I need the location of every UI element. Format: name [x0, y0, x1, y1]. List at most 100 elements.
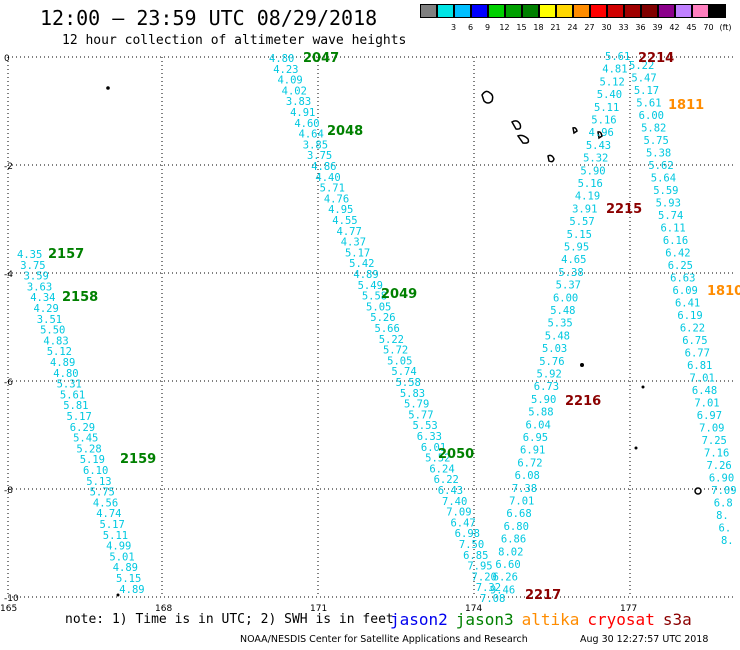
swh-value: 5.83 [400, 388, 425, 400]
swh-value: 6.10 [83, 465, 108, 477]
swh-value: 4.65 [561, 254, 586, 266]
swh-value: 6.43 [438, 485, 463, 497]
swh-value: 5.40 [597, 89, 622, 101]
swh-value: 4.96 [589, 127, 614, 139]
swh-value: 5.45 [73, 433, 98, 445]
swh-value: 5.05 [387, 355, 412, 367]
swh-value: 4.89 [119, 584, 144, 596]
lat-tick-label: 0 [4, 54, 10, 64]
pass-number-label: 2215 [606, 202, 642, 217]
swh-value: 5.79 [404, 399, 429, 411]
swh-value: 6.22 [434, 474, 459, 486]
swh-value: 6.08 [515, 470, 540, 482]
swh-value: 5.92 [537, 369, 562, 381]
swh-value: 7.08 [480, 593, 505, 605]
swh-value: 5.11 [594, 102, 619, 114]
scale-swatch [573, 4, 590, 18]
swh-value: 5.12 [600, 76, 625, 88]
swh-value: 3.83 [286, 96, 311, 108]
swh-value: 4.89 [113, 562, 138, 574]
swh-value: 3.59 [24, 271, 49, 283]
swh-value: 6.29 [70, 422, 95, 434]
swh-value: 5.74 [658, 210, 683, 222]
swh-value: 6.91 [520, 445, 545, 457]
swh-value: 6.97 [697, 410, 722, 422]
swh-value: 5.16 [591, 115, 616, 127]
pass-number-label: 1811 [668, 98, 704, 113]
satellite-s3a: s3a [662, 610, 692, 629]
swh-value: 5.35 [547, 318, 572, 330]
swh-value: 6.85 [463, 550, 488, 562]
swh-value: 5.93 [656, 198, 681, 210]
scale-label: 6 [467, 23, 474, 32]
lon-tick-label: 165 [0, 604, 17, 614]
swh-value: 5.50 [40, 325, 65, 337]
swh-value: 5.64 [651, 173, 676, 185]
scale-swatch [420, 4, 437, 18]
swh-value: 6.75 [682, 335, 707, 347]
scale-swatch [624, 4, 641, 18]
swh-value: 5.75 [90, 487, 115, 499]
swh-value: 5.17 [345, 247, 370, 259]
track-2214: 5.614.815.125.405.115.164.965.435.325.90… [490, 51, 630, 596]
scale-label: 24 [567, 23, 578, 32]
swh-value: 4.80 [53, 368, 78, 380]
scale-swatch [522, 4, 539, 18]
swh-value: 3.63 [27, 281, 52, 293]
swh-value: 7.01 [694, 398, 719, 410]
swh-value: 5.48 [545, 330, 570, 342]
satellite-legend: jason2 jason3 altika cryosat s3a [390, 610, 700, 629]
track-1811: 5.225.475.175.616.005.825.755.385.625.64… [629, 60, 737, 547]
pass-number-label: 2214 [638, 51, 674, 66]
swh-value: 6.98 [455, 528, 480, 540]
swh-value: 6.00 [639, 110, 664, 122]
swh-value: 6.95 [523, 432, 548, 444]
altimeter-tracks: 4.353.753.593.634.344.293.515.504.835.12… [17, 51, 737, 605]
swh-value: 5.82 [641, 123, 666, 135]
swh-value: 4.56 [93, 497, 118, 509]
swh-value: 5.53 [412, 420, 437, 432]
swh-value: 5.76 [539, 356, 564, 368]
swh-value: 5.58 [362, 291, 387, 303]
scale-swatch [709, 4, 726, 18]
swh-value: 5.49 [358, 280, 383, 292]
scale-swatch [692, 4, 709, 18]
swh-value: 5.37 [556, 280, 581, 292]
swh-value: 3.75 [20, 260, 45, 272]
swh-value: 5.22 [629, 60, 654, 72]
swh-value: 7.50 [459, 539, 484, 551]
swh-value: 5.15 [116, 573, 141, 585]
swh-value: 5.81 [63, 400, 88, 412]
scale-swatch [641, 4, 658, 18]
lat-tick-label: -6 [4, 378, 13, 388]
island-shape [572, 127, 578, 135]
swh-value: 5.71 [320, 183, 345, 195]
swh-value: 6.86 [501, 534, 526, 546]
swh-value: 7.40 [442, 496, 467, 508]
scale-swatch [556, 4, 573, 18]
swh-value: 5.28 [76, 443, 101, 455]
swh-value: 4.77 [337, 226, 362, 238]
lon-tick-label: 177 [620, 604, 637, 614]
swh-value: 8. [721, 535, 734, 547]
footnote: note: 1) Time is in UTC; 2) SWH is in fe… [65, 612, 394, 627]
pass-number-label: 2048 [327, 124, 363, 139]
swh-value: 6.68 [506, 508, 531, 520]
pass-number-label: 2047 [303, 51, 339, 66]
swh-value: 5.52 [425, 453, 450, 465]
swh-value: 4.35 [17, 249, 42, 261]
swh-value: 5.77 [408, 409, 433, 421]
swh-value: 5.48 [550, 305, 575, 317]
swh-value: 4.99 [106, 541, 131, 553]
swh-value: 6.47 [450, 517, 475, 529]
island-shape [694, 487, 702, 495]
swh-value: 7.26 [706, 460, 731, 472]
swh-value: 4.40 [315, 172, 340, 184]
swh-value: 6.25 [668, 260, 693, 272]
pass-number-label: 2158 [62, 290, 98, 305]
page-subtitle: 12 hour collection of altimeter wave hei… [62, 33, 407, 48]
swh-value: 4.89 [50, 357, 75, 369]
swh-value: 4.89 [353, 269, 378, 281]
